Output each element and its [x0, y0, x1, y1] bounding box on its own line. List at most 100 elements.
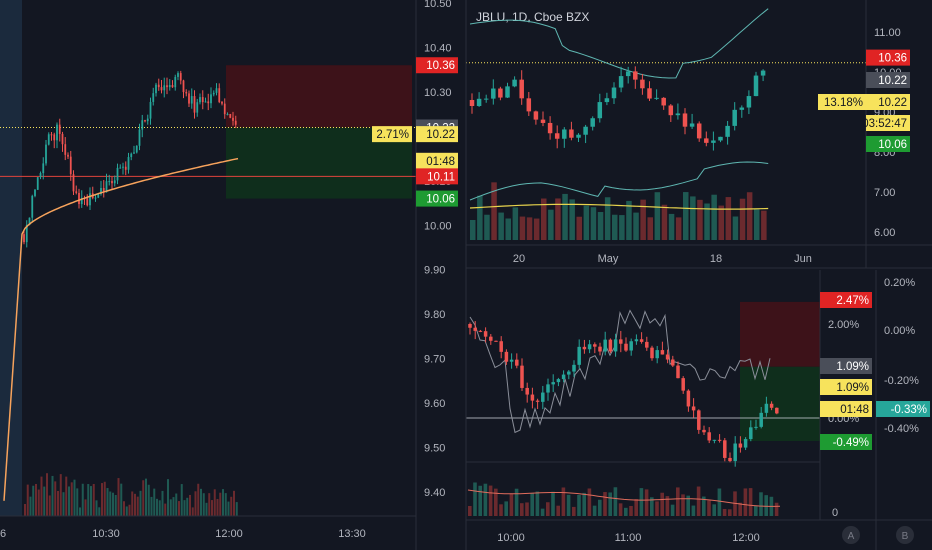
percent-candle-body [582, 346, 587, 350]
percent-candles [468, 321, 779, 467]
intraday-candle-body [210, 94, 212, 104]
daily-volume-bar [498, 212, 504, 240]
percent-candle-body [634, 339, 639, 342]
volume-bar [43, 486, 46, 516]
auto-scale-button[interactable]: A [842, 526, 860, 544]
percent-volume-bar [514, 488, 519, 516]
button-circle[interactable] [896, 526, 914, 544]
badge-label: 10.22 [426, 129, 455, 141]
intraday-candle-body [80, 197, 83, 205]
volume-bar [92, 483, 95, 516]
volume-tick-label: 0 [832, 507, 838, 519]
daily-candle-body [519, 79, 524, 99]
percent-price-badge: 1.09% [820, 358, 872, 374]
intraday-candle-body [78, 192, 80, 205]
daily-volume-bar [647, 217, 653, 240]
percent-volume-bar [504, 501, 508, 516]
percent-volume-bar [535, 491, 540, 516]
volume-bar [59, 474, 62, 516]
percent-candle-body [629, 341, 633, 351]
volume-bar [175, 493, 178, 516]
intraday-price-badge: 10.22 [416, 126, 458, 143]
daily-volume-bar [640, 199, 646, 240]
daily-volume-bar [633, 212, 639, 240]
percent-candle-body [535, 400, 540, 402]
percent-candle-body [608, 339, 613, 352]
percent-volume-bar [774, 502, 779, 516]
percent-candle-body [567, 371, 571, 375]
badge-label: 10.22 [878, 75, 907, 87]
daily-candle-body [562, 129, 567, 139]
volume-bar [183, 500, 186, 516]
percent-volume-bar [624, 507, 628, 516]
intraday-candle-body [133, 152, 135, 154]
intraday-candle-body [45, 144, 47, 164]
log-scale-button[interactable]: B [896, 526, 914, 544]
percent-tick-label: 0.20% [884, 277, 915, 289]
percent-chart-panel [466, 270, 820, 520]
daily-candle-body [753, 75, 759, 97]
volume-bar [70, 482, 73, 516]
badge-background [866, 72, 910, 88]
daily-volume-bar [569, 199, 575, 240]
intraday-candle-body [168, 85, 171, 88]
volume-bar [120, 483, 123, 516]
daily-candle-body [689, 123, 695, 127]
intraday-candle-body [108, 181, 111, 183]
percent-volume-bar [520, 503, 524, 516]
percent-volume-bar [717, 488, 722, 516]
volume-bar [84, 499, 87, 516]
intraday-candle-body [201, 97, 204, 103]
intraday-candles [23, 70, 237, 248]
volume-bar [219, 492, 222, 516]
percent-price-badge: 1.09% [820, 379, 872, 395]
price-axis-left-chart: 10.5010.4010.3010.2010.1010.009.909.809.… [424, 0, 452, 499]
daily-candle-body [760, 70, 766, 76]
daily-volume-bar [725, 197, 732, 240]
percent-candle-body [483, 331, 488, 337]
percent-volume-bar [603, 492, 607, 516]
intraday-candle-body [185, 92, 188, 94]
daily-candle-body [696, 123, 702, 139]
intraday-candle-body [86, 198, 89, 206]
badge-label: 10.36 [426, 60, 455, 72]
daily-candle-body [668, 105, 674, 116]
intraday-candle-body [58, 124, 61, 134]
daily-price-badge: 10.22 [866, 94, 910, 110]
percent-volume-bar [540, 508, 545, 516]
badge-label: 2.71% [376, 129, 409, 141]
intraday-candle-body [204, 101, 207, 103]
intraday-candle-body [196, 102, 199, 113]
daily-candle-body [718, 136, 723, 141]
button-circle[interactable] [842, 526, 860, 544]
volume-bar [197, 483, 200, 516]
outer-percent-badge: -0.33% [876, 401, 930, 417]
percent-candle-body [697, 410, 701, 430]
position-percent-badge: 2.71% [372, 126, 412, 143]
percent-volume-bar [561, 487, 566, 516]
daily-candle-body [590, 118, 595, 127]
percent-volume-bar [748, 488, 753, 516]
intraday-candle-body [105, 181, 108, 193]
daily-volume-bar [604, 197, 611, 240]
volume-bar [37, 489, 40, 516]
percent-volume-bar [738, 502, 742, 516]
daily-candle-body [597, 102, 603, 119]
percent-candle-body [525, 387, 529, 395]
percent-candle-body [717, 439, 722, 441]
percent-candle-body [749, 427, 753, 440]
daily-volume-bar [697, 199, 703, 240]
percent-volume-bar [494, 488, 498, 516]
volume-bar [178, 501, 180, 516]
intraday-candle-body [215, 88, 218, 93]
volume-bar [224, 493, 227, 516]
daily-candle-body [640, 79, 645, 89]
price-tick-label: 6.00 [874, 227, 895, 239]
percent-candle-body [743, 439, 748, 448]
percent-candle-body [473, 327, 477, 331]
intraday-candle-body [182, 80, 185, 93]
volume-bar [90, 486, 92, 516]
volume-bar [169, 499, 172, 516]
daily-candle-body [547, 122, 553, 134]
percent-candle-body [676, 365, 680, 379]
